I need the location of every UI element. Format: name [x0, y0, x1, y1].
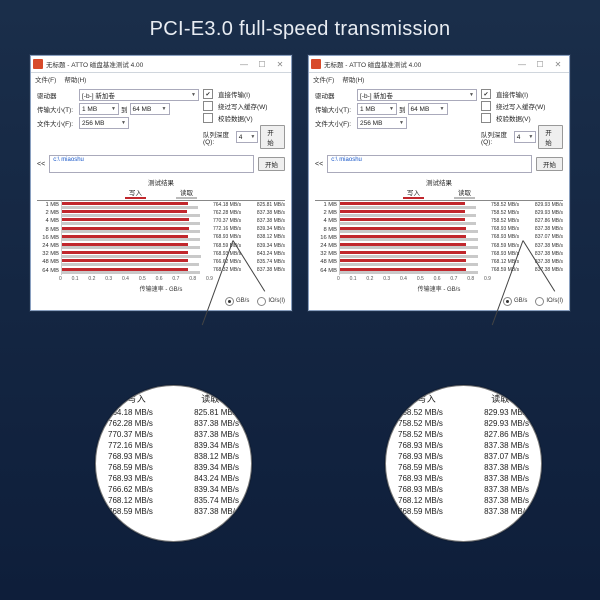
- atto-window-1: 无标题 - ATTO 磁盘基准测试 4.00 — ☐ ✕ 文件(F)帮助(H) …: [308, 55, 570, 311]
- mag-row: 772.16 MB/s839.34 MB/s: [108, 440, 239, 451]
- x-axis-label: 传输速率 - GB/s: [37, 284, 285, 293]
- xfer-to-select[interactable]: 64 MB▼: [130, 103, 170, 115]
- legend-write: 写入: [125, 187, 146, 199]
- queue-depth-select[interactable]: 4▼: [236, 131, 259, 143]
- unit-gbs-radio[interactable]: [503, 297, 512, 306]
- chart-row: 1 MB 764.18 MB/s825.81 MB/s: [37, 201, 285, 209]
- legend-write: 写入: [403, 187, 424, 199]
- mag-row: 758.52 MB/s829.93 MB/s: [398, 407, 529, 418]
- chart-row: 8 MB 772.16 MB/s839.34 MB/s: [37, 226, 285, 234]
- menu-item[interactable]: 帮助(H): [342, 74, 364, 84]
- verify-checkbox[interactable]: [203, 113, 213, 123]
- path-input[interactable]: c:\ miaoshu: [327, 155, 532, 173]
- close-button[interactable]: ✕: [271, 57, 289, 71]
- bypass-checkbox[interactable]: [203, 101, 213, 111]
- start-button-2[interactable]: 开始: [536, 157, 563, 171]
- chart-row: 32 MB 768.93 MB/s843.24 MB/s: [37, 250, 285, 258]
- page-title: PCI-E3.0 full-speed transmission: [0, 0, 600, 55]
- close-button[interactable]: ✕: [549, 57, 567, 71]
- mag-row: 768.12 MB/s837.38 MB/s: [398, 495, 529, 506]
- mag-row: 768.59 MB/s837.38 MB/s: [398, 506, 529, 517]
- chart-row: 2 MB 758.52 MB/s829.93 MB/s: [315, 209, 563, 217]
- start-button-2[interactable]: 开始: [258, 157, 285, 171]
- unit-gbs-radio[interactable]: [225, 297, 234, 306]
- chart-row: 2 MB 762.28 MB/s837.38 MB/s: [37, 209, 285, 217]
- xfer-label: 传输大小(T):: [37, 104, 77, 114]
- xfer-label: 传输大小(T):: [315, 104, 355, 114]
- mag-row: 768.93 MB/s838.12 MB/s: [108, 451, 239, 462]
- path-prev-icon[interactable]: <<: [37, 161, 45, 168]
- mag-row: 766.62 MB/s839.34 MB/s: [108, 484, 239, 495]
- path-input[interactable]: c:\ miaoshu: [49, 155, 254, 173]
- chart-row: 4 MB 758.52 MB/s827.86 MB/s: [315, 217, 563, 225]
- mag-row: 768.59 MB/s839.34 MB/s: [108, 462, 239, 473]
- unit-iops-radio[interactable]: [535, 297, 544, 306]
- chart-row: 32 MB 768.93 MB/s837.38 MB/s: [315, 250, 563, 258]
- xfer-from-select[interactable]: 1 MB▼: [357, 103, 397, 115]
- maximize-button[interactable]: ☐: [531, 57, 549, 71]
- magnifier-right: 写入读取 758.52 MB/s829.93 MB/s758.52 MB/s82…: [385, 385, 542, 542]
- direct-checkbox[interactable]: ✔: [203, 89, 213, 99]
- mag-row: 762.28 MB/s837.38 MB/s: [108, 418, 239, 429]
- titlebar[interactable]: 无标题 - ATTO 磁盘基准测试 4.00 — ☐ ✕: [309, 56, 569, 73]
- file-label: 文件大小(F):: [37, 118, 77, 128]
- drive-select[interactable]: [-b-] 新加卷▼: [79, 89, 199, 101]
- chart-row: 4 MB 770.37 MB/s837.38 MB/s: [37, 217, 285, 225]
- chart-row: 48 MB 768.12 MB/s837.38 MB/s: [315, 258, 563, 266]
- mag-row: 768.93 MB/s837.38 MB/s: [398, 484, 529, 495]
- chart-row: 24 MB 768.59 MB/s839.34 MB/s: [37, 242, 285, 250]
- results-title: 测试结果: [37, 177, 285, 187]
- app-icon: [33, 59, 43, 69]
- app-icon: [311, 59, 321, 69]
- mag-row: 758.52 MB/s827.86 MB/s: [398, 429, 529, 440]
- path-prev-icon[interactable]: <<: [315, 161, 323, 168]
- mag-row: 770.37 MB/s837.38 MB/s: [108, 429, 239, 440]
- file-label: 文件大小(F):: [315, 118, 355, 128]
- minimize-button[interactable]: —: [235, 57, 253, 71]
- direct-checkbox[interactable]: ✔: [481, 89, 491, 99]
- mag-row: 768.93 MB/s843.24 MB/s: [108, 473, 239, 484]
- chart-row: 64 MB 768.32 MB/s837.38 MB/s: [37, 267, 285, 275]
- maximize-button[interactable]: ☐: [253, 57, 271, 71]
- mag-row: 758.52 MB/s829.93 MB/s: [398, 418, 529, 429]
- unit-iops-radio[interactable]: [257, 297, 266, 306]
- drive-select[interactable]: [-b-] 新加卷▼: [357, 89, 477, 101]
- chart-row: 16 MB 768.93 MB/s838.12 MB/s: [37, 234, 285, 242]
- menu-item[interactable]: 文件(F): [35, 74, 56, 84]
- file-size-select[interactable]: 256 MB▼: [79, 117, 129, 129]
- legend-read: 读取: [176, 187, 197, 199]
- magnifier-left: 写入读取 764.18 MB/s825.81 MB/s762.28 MB/s83…: [95, 385, 252, 542]
- titlebar[interactable]: 无标题 - ATTO 磁盘基准测试 4.00 — ☐ ✕: [31, 56, 291, 73]
- menu-item[interactable]: 文件(F): [313, 74, 334, 84]
- chart-row: 16 MB 768.93 MB/s837.07 MB/s: [315, 234, 563, 242]
- results-title: 测试结果: [315, 177, 563, 187]
- drive-label: 驱动器: [315, 90, 355, 100]
- mag-row: 768.59 MB/s837.38 MB/s: [108, 506, 239, 517]
- xfer-to-select[interactable]: 64 MB▼: [408, 103, 448, 115]
- queue-depth-select[interactable]: 4▼: [514, 131, 537, 143]
- x-axis-label: 传输速率 - GB/s: [315, 284, 563, 293]
- chart-row: 1 MB 758.52 MB/s829.93 MB/s: [315, 201, 563, 209]
- mag-row: 768.12 MB/s835.74 MB/s: [108, 495, 239, 506]
- mag-row: 768.93 MB/s837.38 MB/s: [398, 440, 529, 451]
- bypass-checkbox[interactable]: [481, 101, 491, 111]
- window-title: 无标题 - ATTO 磁盘基准测试 4.00: [324, 59, 513, 69]
- menu-item[interactable]: 帮助(H): [64, 74, 86, 84]
- start-button[interactable]: 开始: [538, 125, 563, 149]
- mag-row: 764.18 MB/s825.81 MB/s: [108, 407, 239, 418]
- chart-row: 64 MB 768.59 MB/s837.38 MB/s: [315, 267, 563, 275]
- legend-read: 读取: [454, 187, 475, 199]
- minimize-button[interactable]: —: [513, 57, 531, 71]
- window-title: 无标题 - ATTO 磁盘基准测试 4.00: [46, 59, 235, 69]
- verify-checkbox[interactable]: [481, 113, 491, 123]
- start-button[interactable]: 开始: [260, 125, 285, 149]
- chart-row: 8 MB 768.93 MB/s837.38 MB/s: [315, 226, 563, 234]
- mag-row: 768.93 MB/s837.07 MB/s: [398, 451, 529, 462]
- drive-label: 驱动器: [37, 90, 77, 100]
- file-size-select[interactable]: 256 MB▼: [357, 117, 407, 129]
- mag-row: 768.93 MB/s837.38 MB/s: [398, 473, 529, 484]
- mag-row: 768.59 MB/s837.38 MB/s: [398, 462, 529, 473]
- xfer-from-select[interactable]: 1 MB▼: [79, 103, 119, 115]
